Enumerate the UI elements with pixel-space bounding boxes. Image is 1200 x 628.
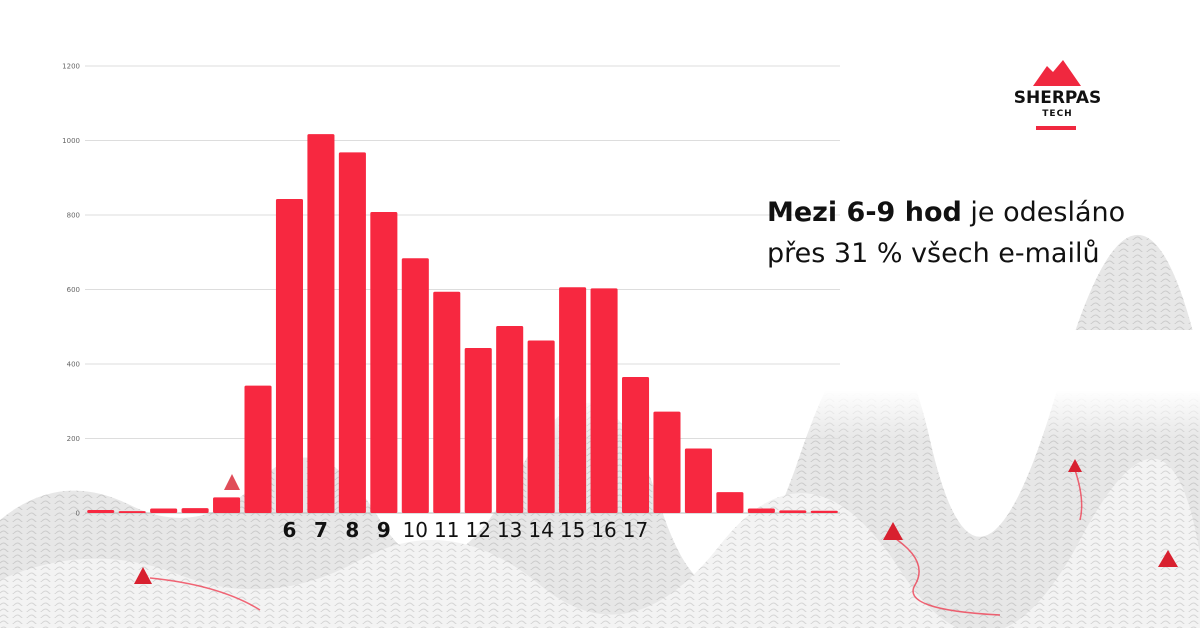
x-tick-label: 13 <box>497 518 522 542</box>
headline-bold: Mezi 6-9 hod <box>767 197 962 228</box>
y-tick-label: 0 <box>76 510 80 518</box>
bar <box>244 385 272 513</box>
bar <box>747 508 775 513</box>
peak-marker-icon <box>1068 459 1082 472</box>
y-tick-label: 800 <box>67 212 80 220</box>
bar <box>810 510 838 513</box>
bar <box>496 326 524 513</box>
x-tick-label: 10 <box>403 518 428 542</box>
bar <box>433 291 461 513</box>
x-tick-label: 6 <box>283 518 297 542</box>
logo-underline <box>1036 126 1076 130</box>
y-tick-label: 600 <box>67 286 80 294</box>
sherpas-tech-logo: SHERPAS TECH <box>1010 60 1105 135</box>
y-tick-label: 1200 <box>62 63 80 71</box>
y-axis-ticks: 0 200 400 600 800 1000 1200 <box>62 63 80 518</box>
trail-line <box>149 469 1083 616</box>
x-tick-label: 9 <box>377 518 391 542</box>
bar <box>464 347 492 513</box>
peak-marker-icon <box>224 474 240 490</box>
bar <box>338 152 366 514</box>
mountain-icon <box>1033 60 1081 86</box>
peak-marker-icon <box>134 567 152 584</box>
x-tick-label: 15 <box>560 518 585 542</box>
bar <box>527 340 555 513</box>
bar <box>559 287 587 513</box>
peak-marker-icon <box>883 522 903 540</box>
bar <box>590 288 618 513</box>
bar <box>684 448 712 513</box>
peak-marker-icon <box>1158 550 1178 567</box>
bar <box>716 492 744 513</box>
x-tick-label: 8 <box>345 518 359 542</box>
bar <box>275 198 304 514</box>
x-tick-label: 7 <box>314 518 328 542</box>
bar <box>370 212 398 513</box>
bar <box>401 258 429 513</box>
y-tick-label: 200 <box>67 435 80 443</box>
bar <box>118 511 146 513</box>
bar <box>653 411 681 513</box>
bar <box>181 508 209 513</box>
y-tick-label: 400 <box>67 361 80 369</box>
terrain-ridges-front <box>0 458 1200 628</box>
logo-subtitle: TECH <box>1042 109 1073 119</box>
x-tick-label: 16 <box>591 518 616 542</box>
x-tick-label: 14 <box>528 518 553 542</box>
x-tick-label: 12 <box>466 518 491 542</box>
bar <box>213 497 241 513</box>
x-tick-label: 17 <box>623 518 648 542</box>
logo-wordmark: SHERPAS <box>1013 88 1102 108</box>
bar <box>307 134 335 514</box>
bar <box>621 377 650 513</box>
headline: Mezi 6-9 hod je odesláno přes 31 % všech… <box>767 192 1127 274</box>
headline-rest: je odesláno přes 31 % všech e-mailů <box>767 197 1126 269</box>
bar <box>87 510 115 513</box>
grid-lines <box>85 65 840 514</box>
x-tick-label: 11 <box>434 518 459 542</box>
x-axis-labels: 6 7 8 9 10 11 12 13 14 15 16 17 <box>283 518 649 542</box>
bar <box>150 508 178 513</box>
bar <box>779 510 807 513</box>
y-tick-label: 1000 <box>62 137 80 145</box>
bars <box>87 134 838 514</box>
